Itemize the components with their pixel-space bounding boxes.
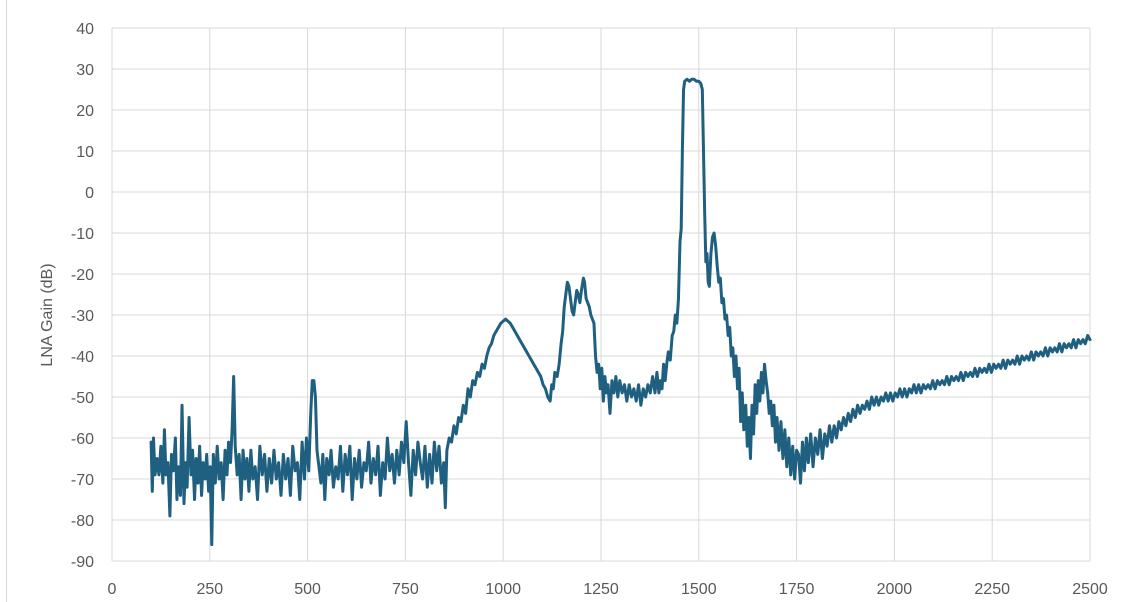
x-tick-label: 750 [392, 581, 419, 598]
y-tick-label: -70 [71, 472, 94, 489]
y-tick-label: -20 [71, 267, 94, 284]
y-tick-label: -50 [71, 390, 94, 407]
x-tick-label: 1000 [485, 581, 521, 598]
y-tick-label: 0 [85, 185, 94, 202]
x-tick-label: 500 [294, 581, 321, 598]
y-tick-label: 20 [76, 103, 94, 120]
grid-lines [111, 27, 1091, 562]
y-tick-label: -80 [71, 513, 94, 530]
x-tick-label: 2250 [974, 581, 1010, 598]
y-tick-label: -40 [71, 349, 94, 366]
y-tick-label: -10 [71, 226, 94, 243]
x-tick-label: 2000 [877, 581, 913, 598]
tick-labels: 0 250 500 750 1000 1250 1500 1750 2000 2250 2500 40… [71, 21, 1108, 598]
y-tick-label: -30 [71, 308, 94, 325]
y-tick-label: 40 [76, 21, 94, 38]
y-tick-label: -60 [71, 431, 94, 448]
x-tick-label: 2500 [1072, 581, 1108, 598]
x-tick-label: 0 [108, 581, 117, 598]
y-axis-title: LNA Gain (dB) [39, 263, 56, 366]
y-tick-label: -90 [71, 554, 94, 571]
x-tick-label: 1250 [583, 581, 619, 598]
y-tick-label: 10 [76, 144, 94, 161]
x-tick-label: 1750 [779, 581, 815, 598]
x-tick-label: 1500 [681, 581, 717, 598]
x-tick-label: 250 [196, 581, 223, 598]
y-tick-label: 30 [76, 62, 94, 79]
series-layer [149, 77, 1092, 547]
series-line-0 [149, 77, 1092, 547]
